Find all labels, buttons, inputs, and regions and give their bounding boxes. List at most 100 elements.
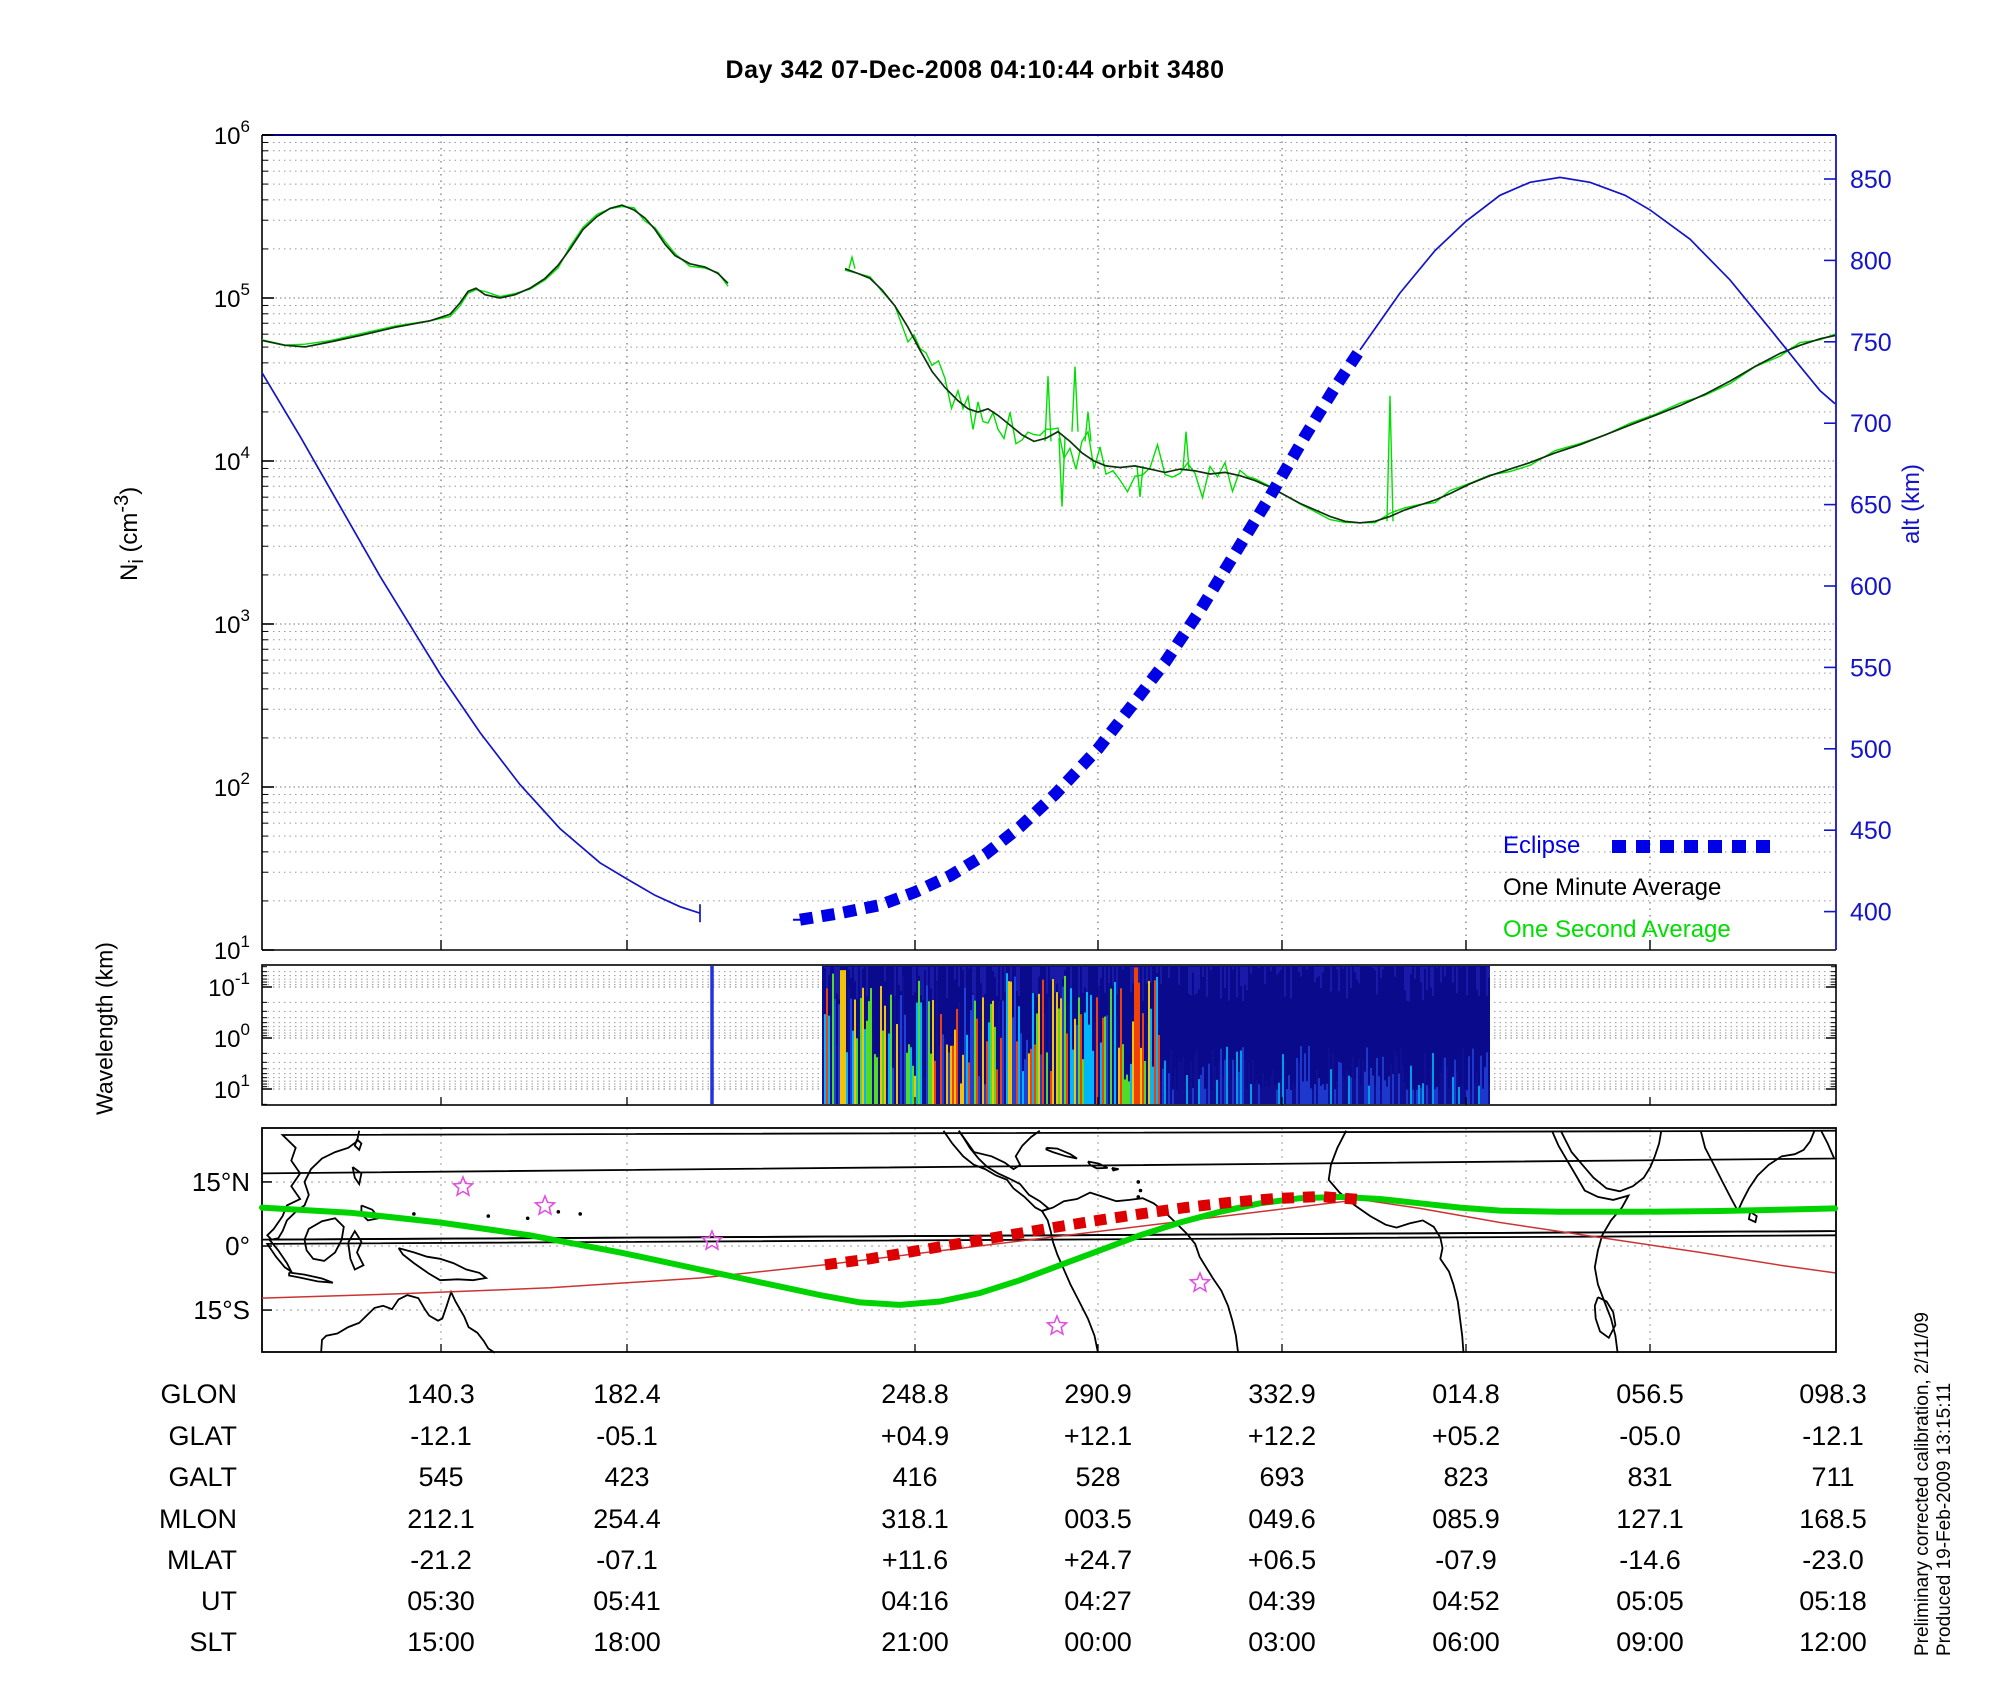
table-cell-mlat-1: -07.1	[596, 1545, 658, 1575]
svg-text:103: 103	[214, 606, 250, 639]
table-row-label-mlon: MLON	[158, 1504, 237, 1534]
table-cell-glat-4: +12.2	[1247, 1421, 1317, 1451]
table-row-label-mlat: MLAT	[166, 1545, 237, 1575]
table-cell-glon-2: 248.8	[881, 1379, 949, 1409]
table-cell-slt-5: 06:00	[1432, 1627, 1500, 1657]
altitude-axis-ticks: 850 800 750 700 650 600 550 500 450 400	[1824, 166, 1892, 927]
table-cell-slt-4: 03:00	[1248, 1627, 1316, 1657]
svg-text:800: 800	[1850, 247, 1892, 275]
density-axis-ticks: 106 105 104 103 102 101	[214, 117, 1651, 965]
svg-text:105: 105	[214, 280, 250, 313]
table-cell-slt-0: 15:00	[407, 1627, 475, 1657]
table-cell-slt-2: 21:00	[881, 1627, 949, 1657]
table-cell-slt-6: 09:00	[1616, 1627, 1684, 1657]
altitude-curve	[261, 176, 1836, 923]
table-cell-slt-1: 18:00	[593, 1627, 661, 1657]
svg-text:10-1: 10-1	[208, 969, 250, 1002]
svg-text:400: 400	[1850, 899, 1892, 927]
table-cell-mlon-1: 254.4	[593, 1504, 661, 1534]
table-cell-glat-7: -12.1	[1802, 1421, 1864, 1451]
svg-text:750: 750	[1850, 329, 1892, 357]
table-cell-ut-2: 04:16	[881, 1586, 949, 1616]
svg-text:102: 102	[214, 769, 250, 802]
table-cell-mlon-4: 049.6	[1248, 1504, 1316, 1534]
legend-one-minute-label: One Minute Average	[1503, 874, 1722, 901]
map-axis-ticks: 15°N 0° 15°S	[192, 1167, 1651, 1352]
production-note: Preliminary corrected calibration, 2/11/…	[1912, 1312, 1956, 1656]
table-cell-mlat-6: -14.6	[1619, 1545, 1681, 1575]
coastlines	[261, 1129, 1837, 1354]
table-cell-galt-7: 711	[1811, 1462, 1855, 1492]
production-note-line1: Preliminary corrected calibration, 2/11/…	[1912, 1312, 1933, 1656]
table-cell-mlon-0: 212.1	[407, 1504, 475, 1534]
table-row-label-galt: GALT	[168, 1462, 237, 1492]
table-cell-galt-4: 693	[1259, 1462, 1305, 1492]
eclipse-ground-track	[824, 1190, 1361, 1271]
table-row-label-glat: GLAT	[168, 1421, 237, 1451]
table-cell-ut-3: 04:27	[1064, 1586, 1132, 1616]
svg-text:101: 101	[214, 932, 250, 965]
density-axis-label: Ni (cm-3)	[111, 486, 148, 582]
table-cell-galt-3: 528	[1075, 1462, 1121, 1492]
table-row-label-slt: SLT	[189, 1627, 237, 1657]
production-note-line2: Produced 19-Feb-2009 13:15:11	[1934, 1382, 1955, 1656]
table-cell-glat-5: +05.2	[1431, 1421, 1501, 1451]
table-cell-mlat-3: +24.7	[1063, 1545, 1133, 1575]
table-cell-glat-3: +12.1	[1063, 1421, 1133, 1451]
svg-text:650: 650	[1850, 492, 1892, 520]
table-row-label-glon: GLON	[160, 1379, 237, 1409]
table-cell-ut-6: 05:05	[1616, 1586, 1684, 1616]
table-cell-galt-0: 545	[418, 1462, 464, 1492]
svg-text:15°N: 15°N	[192, 1167, 250, 1197]
ground-station-stars	[451, 1174, 1212, 1336]
table-cell-galt-1: 423	[604, 1462, 650, 1492]
table-cell-ut-7: 05:18	[1799, 1586, 1867, 1616]
svg-text:700: 700	[1850, 410, 1892, 438]
table-cell-galt-2: 416	[892, 1462, 938, 1492]
table-cell-glat-6: -05.0	[1619, 1421, 1681, 1451]
table-cell-mlat-4: +06.5	[1247, 1545, 1317, 1575]
svg-text:500: 500	[1850, 736, 1892, 764]
table-cell-glon-1: 182.4	[593, 1379, 661, 1409]
table-cell-ut-4: 04:39	[1248, 1586, 1316, 1616]
table-cell-glon-3: 290.9	[1064, 1379, 1132, 1409]
table-cell-ut-5: 04:52	[1432, 1586, 1500, 1616]
svg-text:0°: 0°	[225, 1231, 250, 1261]
svg-text:100: 100	[214, 1020, 250, 1053]
eclipse-curve	[793, 346, 1365, 926]
one-minute-average-curve	[261, 204, 1836, 524]
table-cell-glon-7: 098.3	[1799, 1379, 1867, 1409]
table-cell-ut-1: 05:41	[593, 1586, 661, 1616]
svg-text:101: 101	[214, 1071, 250, 1104]
table-cell-slt-3: 00:00	[1064, 1627, 1132, 1657]
table-cell-mlon-2: 318.1	[881, 1504, 949, 1534]
table-cell-mlon-6: 127.1	[1616, 1504, 1684, 1534]
aux-red-line	[261, 1198, 1836, 1299]
table-cell-glon-4: 332.9	[1248, 1379, 1316, 1409]
wavelength-axis-label: Wavelength (km)	[91, 942, 118, 1115]
table-cell-glon-0: 140.3	[407, 1379, 475, 1409]
table-cell-galt-6: 831	[1627, 1462, 1673, 1492]
svg-text:600: 600	[1850, 573, 1892, 601]
table-row-label-ut: UT	[201, 1586, 237, 1616]
table-cell-glat-0: -12.1	[410, 1421, 472, 1451]
one-second-average-curve	[261, 205, 1836, 524]
svg-text:550: 550	[1850, 654, 1892, 682]
svg-text:104: 104	[214, 443, 250, 476]
svg-text:450: 450	[1850, 817, 1892, 845]
legend-one-second-label: One Second Average	[1503, 916, 1731, 943]
table-cell-mlon-5: 085.9	[1432, 1504, 1500, 1534]
table-cell-glon-6: 056.5	[1616, 1379, 1684, 1409]
table-cell-galt-5: 823	[1443, 1462, 1489, 1492]
spectrogram-image	[710, 966, 1490, 1104]
density-panel	[261, 134, 1837, 951]
table-cell-mlat-7: -23.0	[1802, 1545, 1864, 1575]
table-cell-glat-2: +04.9	[880, 1421, 950, 1451]
page-title: Day 342 07-Dec-2008 04:10:44 orbit 3480	[725, 56, 1225, 84]
table-cell-ut-0: 05:30	[407, 1586, 475, 1616]
table-cell-glat-1: -05.1	[596, 1421, 658, 1451]
legend-eclipse-label: Eclipse	[1503, 832, 1581, 859]
table-cell-glon-5: 014.8	[1432, 1379, 1500, 1409]
legend-eclipse-dash-sample	[1612, 840, 1770, 853]
